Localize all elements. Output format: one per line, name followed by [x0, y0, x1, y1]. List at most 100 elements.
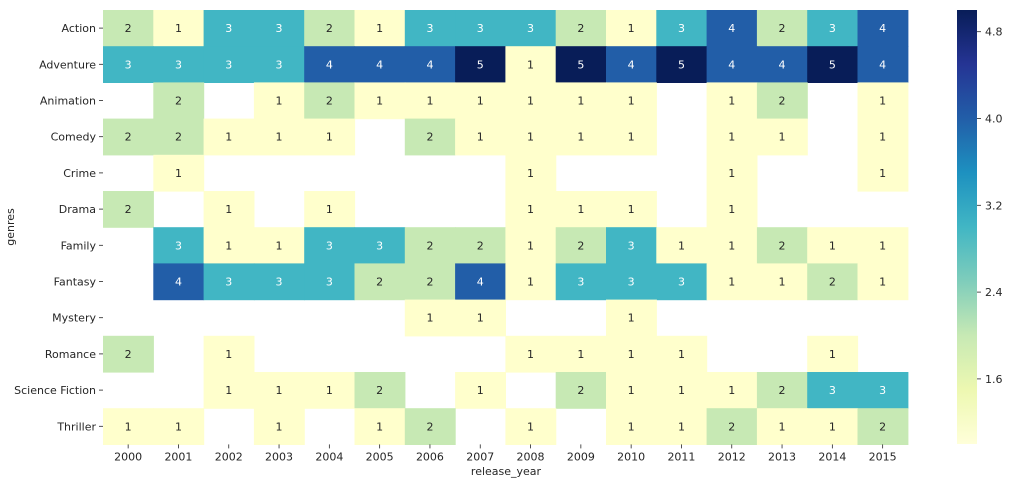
heatmap-cell [706, 191, 758, 228]
heatmap-cell [505, 10, 557, 47]
cell-value-label: 2 [125, 348, 132, 361]
cell-value-label: 2 [175, 95, 182, 108]
heatmap-cell [354, 372, 406, 409]
heatmap-cell [706, 46, 758, 83]
heatmap-cell [857, 372, 909, 409]
heatmap-cell [153, 82, 205, 120]
x-axis: 2000 2001 2002 2003 2004 2005 2006 2007 2008 2009… [114, 444, 897, 463]
heatmap-cell [706, 372, 758, 409]
heatmap-cell [555, 263, 607, 301]
cell-value-label: 1 [326, 384, 333, 397]
x-tick-label: 2006 [416, 450, 444, 463]
heatmap-cell [706, 408, 758, 445]
heatmap-cell [606, 118, 657, 156]
heatmap-cell [103, 191, 154, 228]
cell-value-label: 2 [879, 420, 886, 433]
heatmap-cell [455, 118, 506, 156]
cell-value-label: 1 [376, 420, 383, 433]
cell-value-label: 1 [326, 131, 333, 144]
heatmap-cell [153, 263, 205, 301]
cell-value-label: 1 [125, 420, 132, 433]
x-tick-label: 2010 [617, 450, 645, 463]
heatmap-cell [656, 10, 708, 47]
cell-value-label: 1 [477, 384, 484, 397]
cell-value-label: 2 [577, 384, 584, 397]
cell-value-label: 1 [728, 239, 735, 252]
heatmap-cell [555, 191, 607, 228]
cell-value-label: 3 [326, 276, 333, 289]
x-axis-title: release_year [471, 465, 542, 478]
cell-value-label: 1 [276, 95, 283, 108]
cell-value-label: 1 [527, 239, 534, 252]
heatmap-cell [656, 335, 708, 373]
cell-value-label: 2 [426, 420, 433, 433]
cell-value-label: 5 [577, 58, 584, 71]
cell-value-label: 1 [577, 95, 584, 108]
heatmap-cell [606, 227, 657, 264]
heatmap-cell [404, 227, 456, 264]
cell-value-label: 3 [829, 384, 836, 397]
cell-value-label: 2 [125, 131, 132, 144]
cell-value-label: 1 [728, 167, 735, 180]
heatmap-cell [606, 10, 657, 47]
heatmap-cell [807, 335, 859, 373]
heatmap-cell [354, 10, 406, 47]
heatmap-cell [706, 82, 758, 120]
cell-value-label: 1 [728, 131, 735, 144]
heatmap-cell [606, 191, 657, 228]
cell-value-label: 2 [376, 384, 383, 397]
cell-value-label: 3 [678, 276, 685, 289]
heatmap-cell [606, 372, 657, 409]
cell-value-label: 3 [678, 22, 685, 35]
heatmap-cell [203, 46, 255, 83]
cell-value-label: 4 [376, 58, 383, 71]
colorbar-tick-label: 3.2 [985, 199, 1003, 212]
heatmap-cell [404, 408, 456, 445]
cell-value-label: 1 [175, 167, 182, 180]
cell-value-label: 1 [225, 203, 232, 216]
cell-value-label: 2 [779, 384, 786, 397]
cell-value-label: 3 [225, 58, 232, 71]
cell-value-label: 1 [879, 239, 886, 252]
x-tick-label: 2008 [517, 450, 545, 463]
y-tick-label: Romance [45, 348, 96, 361]
cell-value-label: 4 [879, 58, 886, 71]
heatmap-cell [203, 10, 255, 47]
colorbar: 1.6 2.4 3.2 4.0 4.8 [957, 10, 1003, 444]
heatmap-cell [253, 227, 305, 264]
y-tick-label: Thriller [56, 420, 96, 433]
heatmap-cell [807, 263, 859, 301]
y-tick-label: Action [62, 22, 96, 35]
heatmap-cell [505, 227, 557, 264]
cell-value-label: 1 [728, 384, 735, 397]
cell-value-label: 3 [276, 276, 283, 289]
heatmap-cell [304, 191, 356, 228]
cell-value-label: 1 [175, 22, 182, 35]
heatmap-cell [253, 82, 305, 120]
cell-value-label: 1 [879, 131, 886, 144]
heatmap-cell [656, 263, 708, 301]
heatmap-cell [505, 154, 557, 192]
heatmap-cell [153, 227, 205, 264]
cell-value-label: 4 [779, 58, 786, 71]
x-tick-label: 2013 [768, 450, 796, 463]
x-tick-label: 2012 [718, 450, 746, 463]
heatmap-cell [756, 46, 808, 83]
heatmap-cell [656, 408, 708, 445]
cell-value-label: 1 [879, 167, 886, 180]
heatmap-cell [354, 227, 406, 264]
heatmap-cell [253, 372, 305, 409]
x-tick-label: 2011 [667, 450, 695, 463]
cell-value-label: 2 [426, 131, 433, 144]
cell-value-label: 1 [829, 348, 836, 361]
cell-value-label: 2 [426, 239, 433, 252]
heatmap-cell [203, 372, 255, 409]
heatmap-cell [404, 82, 456, 120]
colorbar-tick-label: 2.4 [985, 286, 1003, 299]
x-tick-label: 2003 [265, 450, 293, 463]
heatmap-cell [404, 299, 456, 337]
cell-value-label: 1 [527, 58, 534, 71]
heatmap-cell [203, 191, 255, 228]
heatmap-cell [505, 263, 557, 301]
heatmap-cell [404, 263, 456, 301]
